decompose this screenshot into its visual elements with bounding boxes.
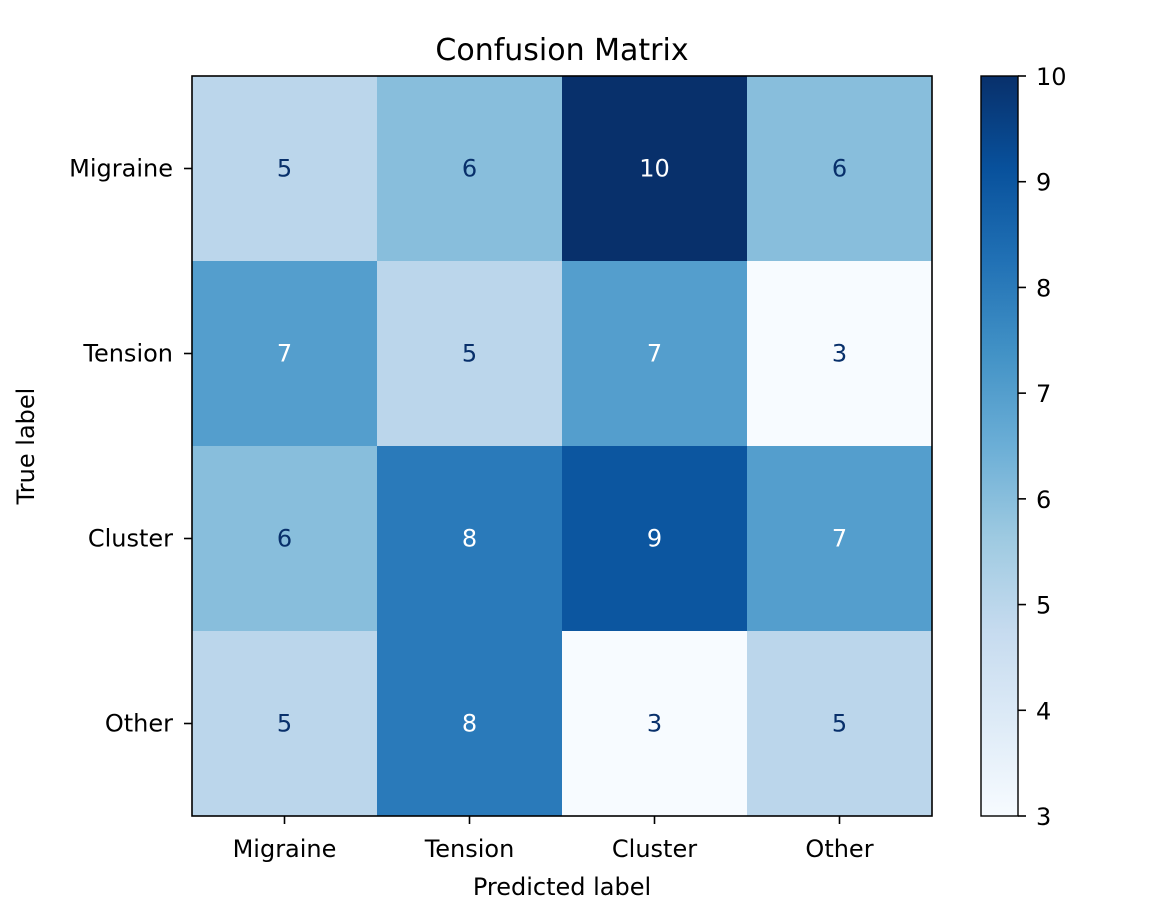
colorbar-tick-label: 10 <box>1036 63 1067 91</box>
x-tick-label: Migraine <box>233 835 337 863</box>
colorbar-tick-label: 8 <box>1036 274 1051 302</box>
heatmap-cell <box>747 261 933 447</box>
cell-value-label: 5 <box>277 155 292 183</box>
heatmap-cell <box>192 631 378 817</box>
heatmap-cell <box>562 446 748 632</box>
cell-value-label: 3 <box>647 710 662 738</box>
colorbar-tick-label: 5 <box>1036 592 1051 620</box>
colorbar-tick-label: 9 <box>1036 169 1051 197</box>
heatmap-cell <box>377 261 563 447</box>
colorbar-tick-label: 6 <box>1036 486 1051 514</box>
heatmap-cell <box>192 76 378 262</box>
chart-title: Confusion Matrix <box>435 33 688 68</box>
cell-value-label: 7 <box>277 340 292 368</box>
cell-value-label: 5 <box>462 340 477 368</box>
heatmap-cell <box>377 76 563 262</box>
colorbar-tick-label: 3 <box>1036 803 1051 831</box>
cell-value-label: 7 <box>647 340 662 368</box>
cell-value-label: 6 <box>462 155 477 183</box>
heatmap-cell <box>562 631 748 817</box>
x-tick-label: Cluster <box>612 835 697 863</box>
y-axis-label: True label <box>12 388 40 506</box>
y-tick-label: Cluster <box>88 525 173 553</box>
heatmap-cell <box>192 446 378 632</box>
cell-value-label: 8 <box>462 710 477 738</box>
y-tick-label: Tension <box>82 340 173 368</box>
cell-value-label: 5 <box>832 710 847 738</box>
colorbar-ticks: 3 4 5 6 7 8 9 10 <box>1018 63 1067 831</box>
heatmap-cell <box>747 631 933 817</box>
heatmap-cell <box>377 631 563 817</box>
heatmap-cell-labels: 5 6 10 6 7 5 7 3 6 8 9 7 5 8 3 5 <box>277 155 847 738</box>
heatmap-cell <box>562 76 748 262</box>
cell-value-label: 7 <box>832 525 847 553</box>
colorbar <box>980 75 1019 817</box>
cell-value-label: 8 <box>462 525 477 553</box>
cell-value-label: 9 <box>647 525 662 553</box>
heatmap-cell <box>377 446 563 632</box>
heatmap-cells <box>192 76 933 817</box>
heatmap-cell <box>747 446 933 632</box>
x-tick-label: Tension <box>424 835 515 863</box>
heatmap-cell <box>747 76 933 262</box>
cell-value-label: 6 <box>832 155 847 183</box>
x-axis-ticks: Migraine Tension Cluster Other <box>233 816 874 863</box>
colorbar-tick-label: 7 <box>1036 380 1051 408</box>
cell-value-label: 6 <box>277 525 292 553</box>
cell-value-label: 5 <box>277 710 292 738</box>
x-tick-label: Other <box>805 835 873 863</box>
cell-value-label: 3 <box>832 340 847 368</box>
heatmap-cell <box>562 261 748 447</box>
plot-frame <box>191 75 933 817</box>
y-tick-label: Migraine <box>69 155 173 183</box>
y-axis-ticks: Migraine Tension Cluster Other <box>69 155 192 738</box>
x-axis-label: Predicted label <box>473 873 651 901</box>
colorbar-tick-label: 4 <box>1036 697 1051 725</box>
cell-value-label: 10 <box>639 155 670 183</box>
y-tick-label: Other <box>105 710 173 738</box>
heatmap-cell <box>192 261 378 447</box>
